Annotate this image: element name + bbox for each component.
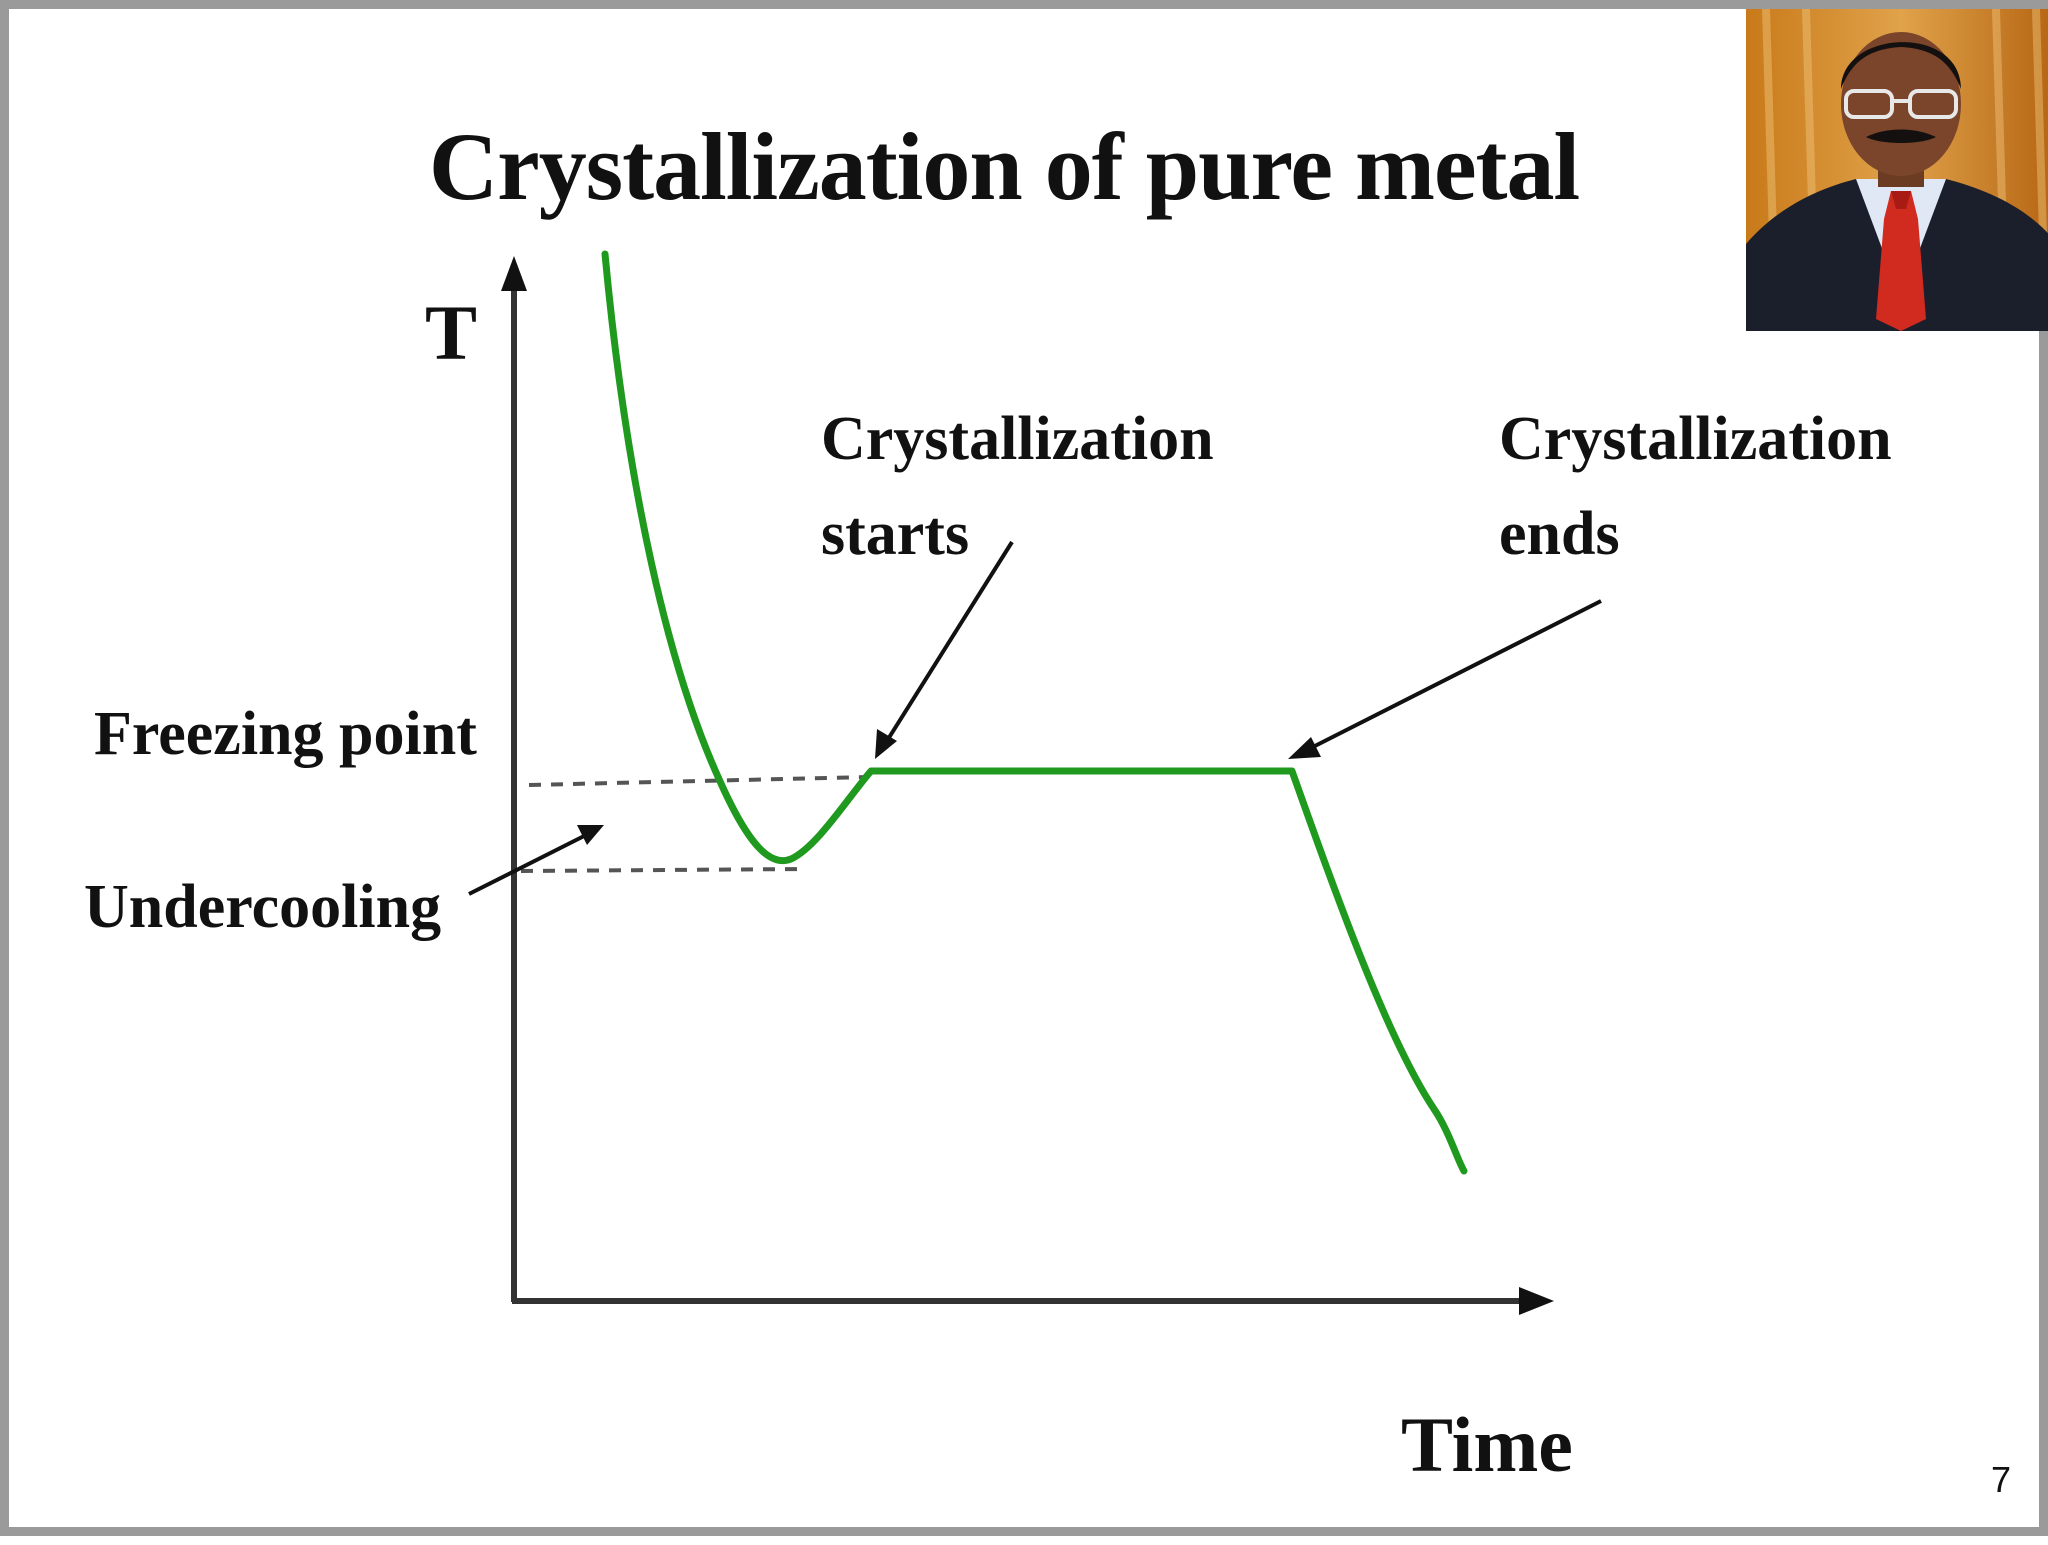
- undercooling-arrow-head-icon: [577, 825, 604, 845]
- presenter-photo: [1746, 9, 2048, 331]
- crystallization-starts-arrow: [883, 540, 1014, 746]
- crystallization-ends-label-line2: ends: [1499, 500, 1620, 568]
- crystallization-starts-label-line1: Crystallization: [821, 405, 1214, 473]
- undercooling-dashed-line: [520, 867, 808, 873]
- crystallization-ends-arrow-head-icon: [1288, 737, 1321, 759]
- undercooling-arrow: [468, 829, 595, 896]
- page-number: 7: [1990, 1459, 2011, 1500]
- y-axis-arrow-icon: [501, 256, 527, 291]
- cooling-curve-diagram: Crystallization of pure metal T Time Fre…: [84, 113, 1892, 1488]
- freezing-point-dashed-line: [528, 775, 870, 787]
- presenter-photo-icon: [1746, 9, 2048, 331]
- x-axis-arrow-icon: [1519, 1287, 1554, 1315]
- undercooling-label: Undercooling: [84, 873, 441, 941]
- freezing-point-label: Freezing point: [94, 700, 477, 768]
- cooling-curve: [601, 250, 1468, 1175]
- crystallization-ends-label-line1: Crystallization: [1499, 405, 1892, 473]
- x-axis-label: Time: [1401, 1401, 1573, 1488]
- y-axis-label: T: [425, 289, 477, 376]
- slide-title: Crystallization of pure metal: [429, 113, 1580, 220]
- crystallization-starts-arrow-head-icon: [875, 729, 897, 759]
- crystallization-starts-label-line2: starts: [821, 500, 969, 568]
- crystallization-ends-arrow: [1304, 599, 1602, 753]
